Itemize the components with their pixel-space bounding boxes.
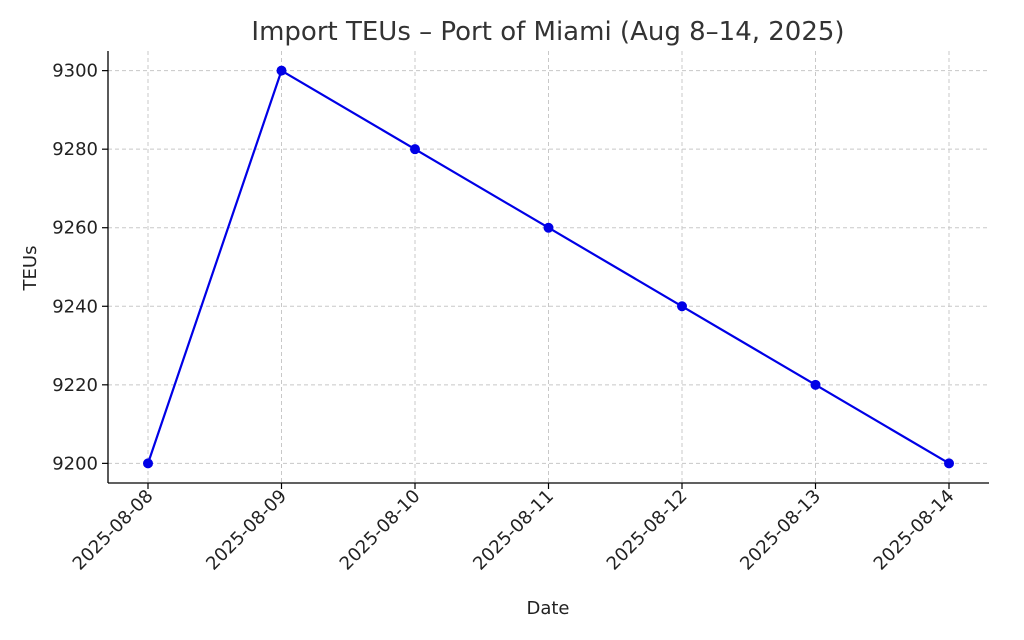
x-tick-label: 2025-08-10	[336, 486, 425, 575]
x-tick-label: 2025-08-11	[469, 486, 558, 575]
y-tick-label: 9280	[52, 139, 98, 160]
y-tick-label: 9220	[52, 375, 98, 396]
y-tick-label: 9260	[52, 218, 98, 239]
grid	[108, 51, 989, 483]
data-point	[944, 458, 954, 469]
x-tick-label: 2025-08-13	[736, 486, 825, 575]
x-axis-ticks: 2025-08-08 2025-08-09 2025-08-10 2025-08-11…	[69, 483, 959, 575]
x-tick-label: 2025-08-12	[603, 486, 692, 575]
data-point	[143, 458, 153, 469]
data-point	[410, 144, 420, 155]
y-axis-label: TEUs	[20, 246, 41, 292]
series-layer	[143, 65, 954, 469]
data-point	[543, 222, 554, 233]
data-point	[810, 379, 821, 390]
data-point	[677, 301, 687, 312]
y-tick-label: 9300	[52, 61, 98, 82]
y-tick-label: 9240	[52, 296, 98, 317]
chart-title: Import TEUs – Port of Miami (Aug 8–14, 2…	[251, 17, 844, 47]
x-tick-label: 2025-08-08	[69, 486, 158, 575]
x-axis-label: Date	[526, 598, 569, 619]
data-point	[276, 65, 287, 76]
x-tick-label: 2025-08-09	[202, 486, 291, 575]
x-tick-label: 2025-08-14	[870, 486, 959, 575]
y-axis-ticks: 9200 9220 9240 9260 9280 9300	[52, 61, 108, 474]
y-tick-label: 9200	[52, 453, 98, 474]
